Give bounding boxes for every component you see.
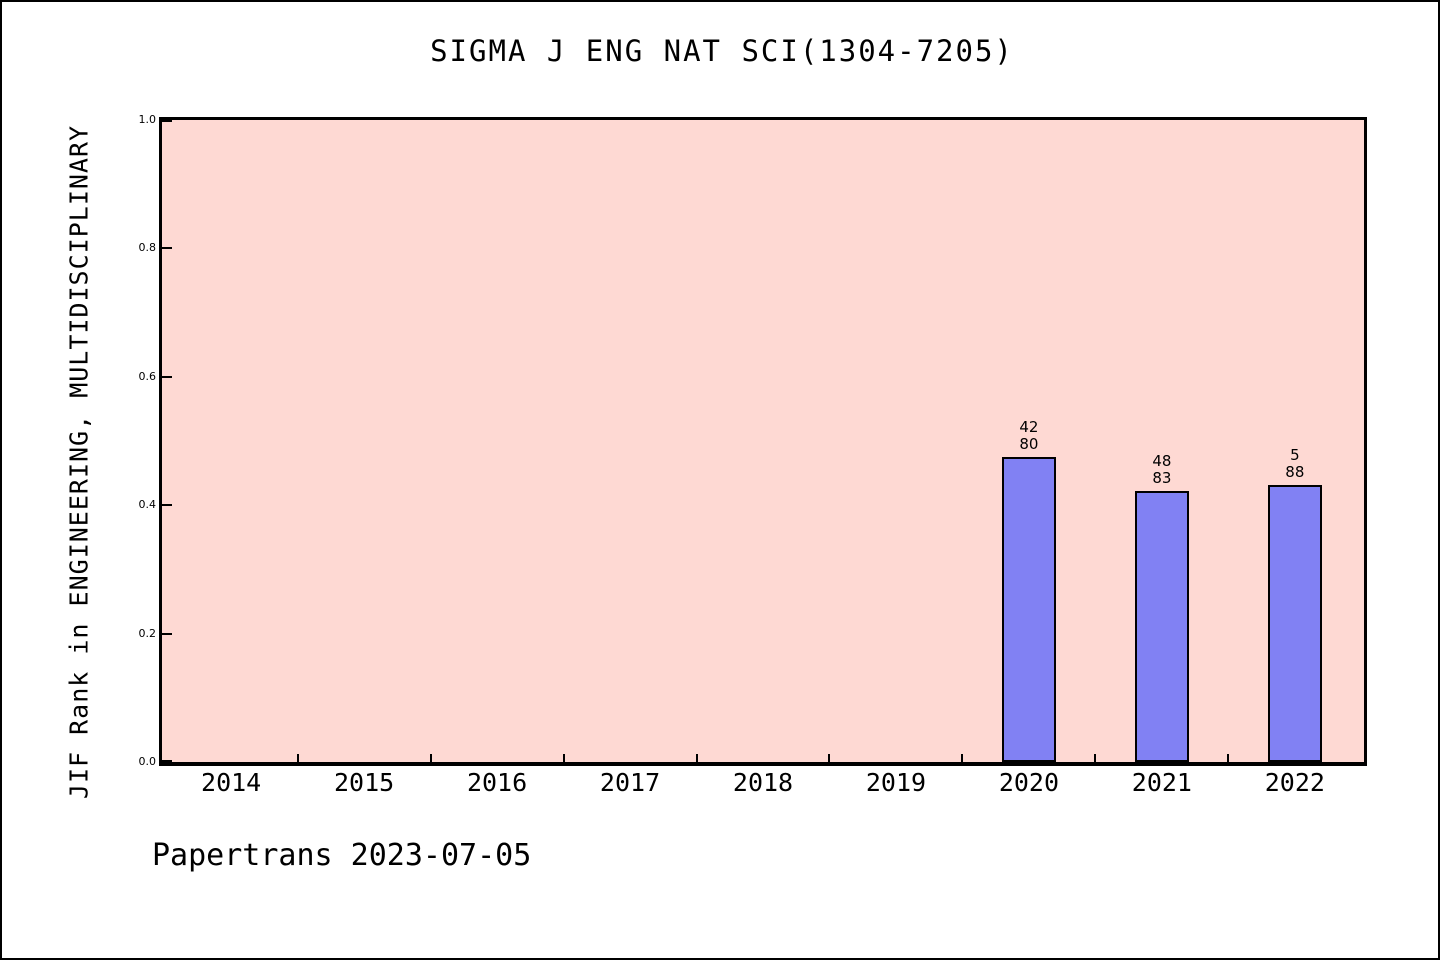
x-minor-tick — [961, 754, 964, 762]
x-axis-label: 2016 — [466, 768, 528, 797]
footer-note: Papertrans 2023-07-05 — [152, 838, 532, 873]
plot-area: 42 80 48 83 5 88 — [159, 117, 1367, 766]
y-tick — [162, 375, 172, 378]
y-tick-label: 0.8 — [138, 241, 157, 255]
x-minor-tick — [695, 754, 698, 762]
x-axis-label: 2022 — [1264, 768, 1325, 797]
bar-value-line: 5 — [1290, 446, 1300, 464]
bar-value-line: 88 — [1285, 463, 1305, 481]
y-tick — [162, 120, 172, 122]
y-tick-label: 0.4 — [138, 498, 157, 512]
y-tick-label: 0.2 — [138, 626, 157, 640]
y-tick — [162, 632, 172, 635]
x-axis-label: 2019 — [865, 768, 927, 797]
y-tick-label: 1.0 — [138, 113, 157, 126]
x-axis-label: 2015 — [333, 768, 395, 797]
x-axis-label: 2020 — [998, 768, 1060, 797]
bar-value-line: 42 — [1019, 418, 1039, 436]
x-minor-tick — [1227, 754, 1230, 762]
x-axis-label: 2021 — [1131, 768, 1192, 797]
chart-title: SIGMA J ENG NAT SCI(1304-7205) — [430, 34, 1014, 68]
y-tick-label: 0.6 — [138, 369, 157, 383]
bar-value-line: 83 — [1152, 469, 1172, 487]
y-tick — [162, 247, 172, 250]
x-minor-tick — [429, 754, 432, 762]
y-tick-label: 0.0 — [138, 755, 157, 768]
x-axis-label: 2014 — [201, 768, 262, 797]
x-minor-tick — [562, 754, 565, 762]
bar — [1001, 457, 1056, 762]
bar-value-label: 5 88 — [1285, 447, 1304, 481]
bar — [1134, 491, 1189, 762]
y-tick — [162, 760, 172, 762]
y-tick — [162, 504, 172, 507]
x-minor-tick — [1094, 754, 1097, 762]
bar — [1267, 485, 1322, 762]
bar-value-line: 80 — [1019, 435, 1039, 453]
y-axis-title: JIF Rank in ENGINEERING, MULTIDISCIPLINA… — [64, 124, 94, 800]
bar-value-line: 48 — [1152, 452, 1172, 470]
bar-value-label: 48 83 — [1152, 453, 1171, 487]
x-axis-label: 2018 — [732, 768, 794, 797]
x-minor-tick — [296, 754, 299, 762]
x-axis-label: 2017 — [599, 768, 661, 797]
bar-value-label: 42 80 — [1019, 419, 1038, 453]
x-minor-tick — [828, 754, 831, 762]
